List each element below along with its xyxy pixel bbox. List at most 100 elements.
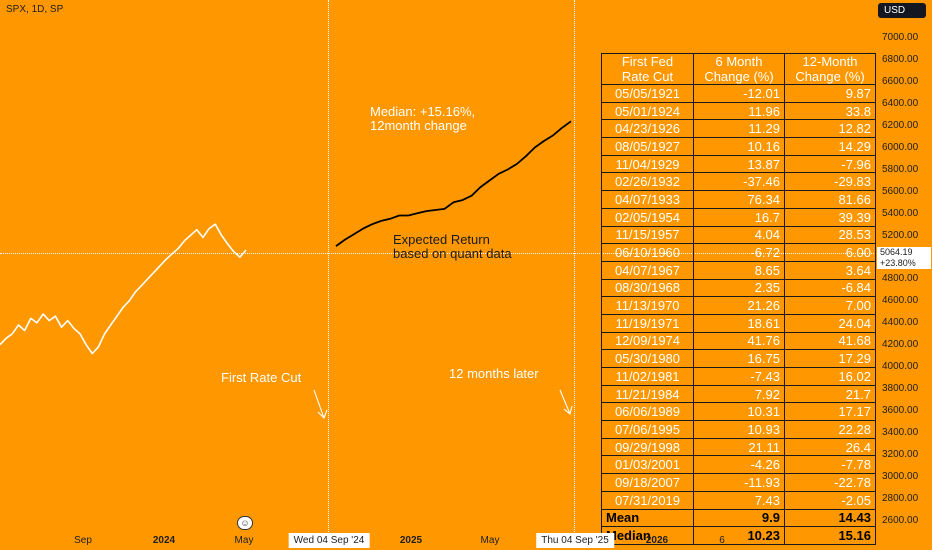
header-line: Change (%) [795,69,865,84]
table-row: 05/30/1980 16.75 17.29 [601,349,876,368]
later-arrow [559,389,573,415]
price-tick-label: 2600.00 [882,514,919,526]
six-month-cell: 7.43 [693,490,785,510]
price-tick-label: 7000.00 [882,32,919,43]
table-row: 06/06/1989 10.31 17.17 [601,402,876,422]
twelve-month-cell: 3.64 [784,260,876,280]
six-month-cell: 16.7 [693,207,785,227]
cut-date-cell: 07/06/1995 [601,420,694,439]
twelve-month-cell: 17.29 [784,349,876,368]
later-date-marker: Thu 04 Sep '25 [536,533,614,548]
table-row: 04/23/1926 11.29 12.82 [601,119,876,139]
six-month-cell: -37.46 [693,172,785,192]
table-row: 08/30/1968 2.35 -6.84 [601,278,876,298]
cut-date-cell: 06/10/1960 [601,243,694,262]
cut-date-cell: 11/15/1957 [601,225,694,245]
cut-date-cell: 08/05/1927 [601,137,694,156]
table-header-row: First Fed Rate Cut 6 Month Change (%) 12-M… [601,53,876,85]
six-month-cell: 18.61 [693,313,785,333]
twelve-month-cell: 26.4 [784,437,876,457]
table-row: 11/21/1984 7.92 21.7 [601,384,876,404]
six-month-cell: 8.65 [693,260,785,280]
price-change: +23.80% [880,258,916,268]
price-tick-label: 5800.00 [882,163,919,175]
cut-date-cell: 11/02/1981 [601,367,694,386]
price-tick-label: 6400.00 [882,97,919,109]
cut-date-cell: 08/30/1968 [601,278,694,298]
first-rate-cut-annotation: First Rate Cut [221,370,302,385]
summary-row: Mean 9.9 14.43 [601,508,876,528]
cut-date-cell: 04/07/1967 [601,260,694,280]
price-tick-label: 5400.00 [882,207,919,219]
six-month-cell: -6.72 [693,243,785,262]
price-tick-label: 6600.00 [882,75,919,87]
cut-date-cell: 05/05/1921 [601,84,694,103]
fed-rate-cut-table: First Fed Rate Cut 6 Month Change (%) 12-M… [601,53,876,545]
table-row: 08/05/1927 10.16 14.29 [601,137,876,156]
expected-return-annotation: Expected Return based on quant data [393,232,512,261]
twelve-month-cell: -22.78 [784,473,876,492]
header-line: 12-Month [802,54,858,69]
six-month-cell: 10.16 [693,137,785,156]
twelve-month-cell: 17.17 [784,402,876,422]
summary-value-cell: 9.9 [693,508,785,528]
price-tick-label: 2800.00 [882,492,919,504]
table-row: 07/31/2019 7.43 -2.05 [601,490,876,510]
twelve-month-cell: 39.39 [784,207,876,227]
six-month-cell: 21.11 [693,437,785,457]
six-month-cell: -7.43 [693,367,785,386]
six-month-cell: 11.96 [693,101,785,121]
price-tick-label: 3600.00 [882,405,919,417]
six-month-cell: 13.87 [693,154,785,174]
twelve-month-cell: 81.66 [784,190,876,209]
price-tick-label: 5200.00 [882,229,919,241]
summary-value-cell: 15.16 [784,526,876,545]
six-month-cell: 41.76 [693,331,785,351]
header-first-fed-rate-cut: First Fed Rate Cut [601,53,694,85]
first-cut-arrow [313,389,328,419]
first-rate-cut-line [328,0,329,532]
twelve-month-cell: -6.84 [784,278,876,298]
summary-value-cell: 10.23 [693,526,785,545]
price-tick-label: 6200.00 [882,119,919,131]
price-tick-label: 3400.00 [882,427,919,439]
price-tick-label: 5600.00 [882,185,919,197]
header-line: 6 Month [715,54,763,69]
twelve-month-cell: 28.53 [784,225,876,245]
cut-date-cell: 11/13/1970 [601,296,694,315]
time-tick-label: 2026 [645,535,669,546]
summary-label-cell: Mean [601,508,694,528]
cut-date-cell: 01/03/2001 [601,455,694,475]
twelve-month-cell: 14.29 [784,137,876,156]
cut-date-cell: 04/07/1933 [601,190,694,209]
current-price-line [0,253,876,254]
price-tick-label: 6800.00 [882,53,919,65]
summary-row: Median 10.23 15.16 [601,526,876,545]
summary-label-cell: Median [601,526,694,545]
price-tick-label: 4000.00 [882,361,919,373]
table-row: 02/26/1932 -37.46 -29.83 [601,172,876,192]
twelve-month-cell: 21.7 [784,384,876,404]
six-month-cell: 7.92 [693,384,785,404]
cut-date-cell: 09/18/2007 [601,473,694,492]
price-chart-svg[interactable] [0,0,876,532]
symbol-label: SPX, 1D, SP [6,4,64,15]
six-month-cell: 11.29 [693,119,785,139]
six-month-cell: 21.26 [693,296,785,315]
twelve-months-later-annotation: 12 months later [449,366,539,381]
six-month-cell: -4.26 [693,455,785,475]
six-month-cell: 16.75 [693,349,785,368]
currency-button[interactable]: USD [878,3,926,18]
price-tick-label: 6000.00 [882,141,919,153]
last-price: 5064.19 [880,247,913,257]
table-row: 11/15/1957 4.04 28.53 [601,225,876,245]
cut-date-cell: 12/09/1974 [601,331,694,351]
last-price-tag: 5064.19 +23.80% [877,247,931,269]
header-6-month-change: 6 Month Change (%) [693,53,785,85]
tradingview-logo-icon[interactable]: ☺ [237,516,253,530]
header-line: Rate Cut [621,69,674,84]
cut-date-cell: 09/29/1998 [601,437,694,457]
table-row: 11/13/1970 21.26 7.00 [601,296,876,315]
expected-return-line [335,120,572,247]
